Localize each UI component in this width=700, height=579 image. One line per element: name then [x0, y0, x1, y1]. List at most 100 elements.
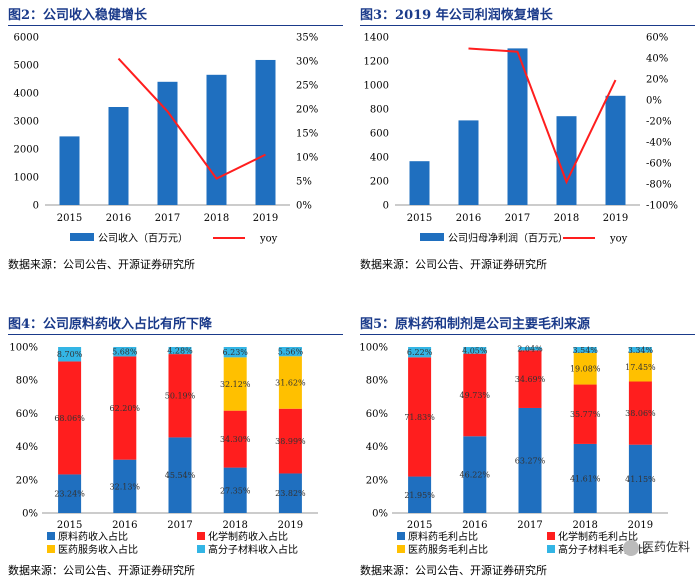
x-tick-label: 2019: [603, 213, 628, 224]
bar: [409, 161, 430, 205]
yoy-line: [468, 47, 617, 185]
y-tick-label: 80%: [16, 376, 38, 387]
legend-label: 医药服务毛利占比: [408, 543, 488, 556]
segment-value-label: 3.34%: [628, 346, 654, 355]
bar: [108, 107, 129, 205]
segment-value-label: 19.08%: [570, 365, 601, 374]
y-left-tick-label: 2000: [14, 145, 39, 156]
x-tick-label: 2016: [112, 520, 137, 531]
segment-value-label: 23.82%: [275, 489, 306, 498]
legend-label: 化学制药毛利占比: [558, 530, 638, 543]
bar-segment: [223, 357, 247, 411]
segment-value-label: 50.19%: [165, 392, 196, 401]
revenue-mix-chart: 0% 20% 40% 60% 80% 100% 2015 2016 2017 2018 2019 23…: [9, 343, 318, 556]
segment-value-label: 71.83%: [404, 413, 435, 422]
y-tick-label: 0%: [372, 509, 388, 520]
x-tick-label: 2015: [407, 520, 432, 531]
segment-value-label: 32.13%: [110, 482, 141, 491]
bar-segment: [278, 356, 302, 409]
segment-value-label: 49.73%: [460, 391, 491, 400]
bar-segment: [463, 436, 487, 513]
figure-2-title: 图2：公司收入稳健增长: [8, 4, 343, 26]
bar-segment: [168, 354, 192, 438]
bar-segment: [408, 357, 432, 477]
y-left-tick-label: 0: [383, 201, 389, 212]
x-tick-label: 2018: [204, 213, 229, 224]
segment-value-label: 63.27%: [515, 456, 546, 465]
bar-segment: [628, 347, 652, 353]
segment-value-label: 5.56%: [278, 348, 304, 357]
bar-segment: [408, 476, 432, 513]
x-tick-label: 2016: [106, 213, 131, 224]
bar: [59, 136, 80, 205]
legend-swatch: [197, 532, 205, 540]
y-right-tick-label: -20%: [646, 117, 672, 128]
gross-profit-mix-chart: 0% 20% 40% 60% 80% 100% 2015 2016 2017 2018 2019 21…: [359, 343, 668, 556]
segment-value-label: 34.30%: [220, 435, 251, 444]
yoy-line: [117, 57, 266, 180]
x-tick-label: 2015: [57, 213, 82, 224]
y-left-tick-label: 0: [33, 201, 39, 212]
x-tick-label: 2019: [278, 520, 303, 531]
bar-segment: [113, 356, 137, 460]
bar-segment: [628, 352, 652, 382]
bar: [255, 59, 276, 206]
bar-segment: [518, 350, 542, 408]
legend-label: 医药服务收入占比: [58, 543, 138, 556]
segment-value-label: 41.15%: [625, 475, 656, 484]
y-left-tick-label: 4000: [14, 89, 39, 100]
figure-4-source: 数据来源：公司公告、开源证券研究所: [8, 564, 195, 577]
legend-bar-label: 公司归母净利润（百万元）: [448, 232, 568, 245]
figure-3-source: 数据来源：公司公告、开源证券研究所: [360, 258, 547, 271]
y-left-tick-label: 1200: [364, 57, 389, 68]
segment-value-label: 21.95%: [404, 491, 435, 500]
x-tick-label: 2017: [167, 520, 192, 531]
segment-value-label: 6.23%: [222, 348, 248, 357]
x-tick-label: 2016: [462, 520, 487, 531]
watermark-text: 医药佐料: [641, 540, 690, 554]
bar-segment: [573, 443, 597, 513]
bar-segment: [278, 473, 302, 513]
bar-segment: [463, 347, 487, 354]
bar-segment: [113, 346, 137, 357]
figure-3-title: 图3：2019 年公司利润恢复增长: [360, 4, 695, 26]
bar: [605, 95, 626, 205]
bar-segment: [223, 410, 247, 468]
legend-swatch: [47, 545, 55, 553]
legend-label: 原料药收入占比: [58, 530, 128, 543]
y-tick-label: 60%: [16, 409, 38, 420]
y-right-tick-label: 5%: [296, 177, 312, 188]
bar-segment: [168, 346, 192, 355]
x-tick-label: 2019: [253, 213, 278, 224]
bar-segment: [408, 347, 432, 358]
y-tick-label: 80%: [366, 376, 388, 387]
y-tick-label: 100%: [9, 343, 38, 354]
y-left-tick-label: 600: [370, 129, 389, 140]
y-tick-label: 40%: [366, 442, 388, 453]
bar-segment: [518, 347, 542, 351]
bar: [206, 74, 227, 205]
y-right-tick-label: 35%: [296, 33, 318, 44]
x-tick-label: 2019: [628, 520, 653, 531]
legend-swatch: [397, 532, 405, 540]
legend-bar-swatch: [70, 233, 94, 241]
y-right-tick-label: 20%: [646, 75, 668, 86]
figure-5-title: 图5：原料药和制剂是公司主要毛利来源: [360, 313, 695, 335]
x-tick-label: 2018: [554, 213, 579, 224]
legend-line-label: yoy: [259, 234, 278, 245]
y-tick-label: 100%: [359, 343, 388, 354]
y-right-tick-label: 10%: [296, 153, 318, 164]
bar-segment: [168, 437, 192, 513]
x-tick-label: 2018: [222, 520, 247, 531]
segment-value-label: 32.12%: [220, 380, 251, 389]
bar-segment: [278, 347, 302, 357]
bar: [157, 81, 178, 205]
legend-label: 原料药毛利占比: [408, 530, 478, 543]
y-left-tick-label: 1000: [364, 81, 389, 92]
segment-value-label: 4.05%: [462, 346, 488, 355]
y-left-tick-label: 5000: [14, 61, 39, 72]
bar-segment: [518, 407, 542, 513]
y-right-tick-label: 60%: [646, 33, 668, 44]
figure-5-source: 数据来源：公司公告、开源证券研究所: [360, 564, 547, 577]
bar: [458, 120, 479, 205]
